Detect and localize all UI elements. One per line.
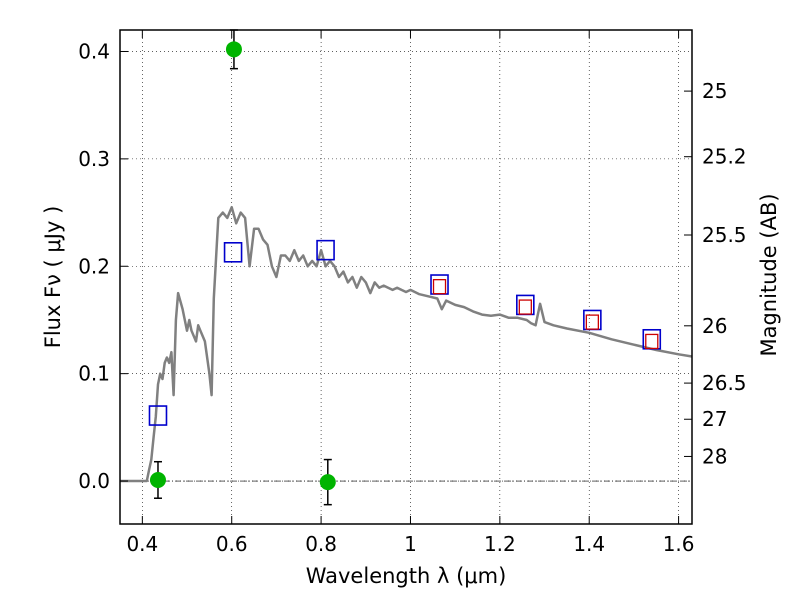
x-axis-ticks: 0.4 0.6 0.8 1 1.2 1.4 1.6 [126,30,695,556]
x-tick-label: 1.4 [573,532,605,556]
y-tick-label: 0.0 [78,469,110,493]
model-photometry-square [223,242,243,263]
x-axis-label: Wavelength λ (μm) [306,564,507,588]
y-tick-label: 0.4 [78,39,110,63]
x-tick-label: 1.2 [484,532,516,556]
magnitude-tick-label: 26 [702,314,727,338]
alt-photometry-square [518,299,532,315]
x-tick-label: 0.6 [216,532,248,556]
alt-photometry-square [645,333,659,350]
y-axis-label: Flux Fν ( μJy ) [41,206,65,349]
x-tick-label: 1 [404,532,417,556]
observed-flux-point [319,474,336,491]
plot-frame [119,29,693,525]
magnitude-axis-label: Magnitude (AB) [757,193,781,356]
model-photometry-square [148,405,168,426]
y-tick-label: 0.1 [78,362,110,386]
plot-area [120,29,693,506]
observed-flux-point [149,471,166,488]
magnitude-axis-ticks: 25 25.2 25.5 26 26.5 27 28 [684,79,747,468]
alt-photometry-square [432,279,447,295]
x-tick-label: 1.6 [663,532,695,556]
x-tick-label: 0.8 [305,532,337,556]
magnitude-tick-label: 27 [702,407,727,431]
magnitude-tick-label: 25.2 [702,145,747,169]
magnitude-tick-label: 28 [702,444,727,468]
magnitude-tick-label: 25.5 [702,223,747,247]
y-tick-label: 0.3 [78,147,110,171]
y-axis-ticks: 0.0 0.1 0.2 0.3 0.4 [78,39,128,493]
magnitude-tick-label: 26.5 [702,371,747,395]
alt-photometry-square [585,314,599,330]
y-tick-label: 0.2 [78,254,110,278]
model-photometry-square [316,239,335,261]
x-tick-label: 0.4 [126,532,158,556]
model-spectrum-line [120,205,693,483]
observed-flux-point [225,41,242,58]
magnitude-tick-label: 25 [702,79,727,103]
